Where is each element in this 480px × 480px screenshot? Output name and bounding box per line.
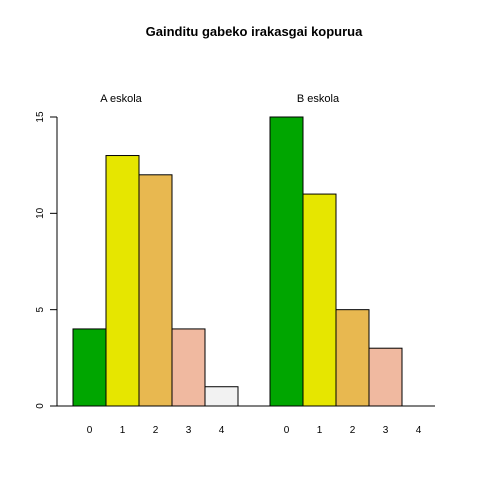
- x-tick-label: 4: [416, 425, 422, 436]
- y-tick-label: 5: [35, 306, 46, 312]
- x-tick-label: 2: [350, 425, 356, 436]
- bar: [368, 347, 403, 407]
- bar: [204, 386, 239, 407]
- bar: [138, 174, 173, 407]
- y-tick-label: 15: [35, 111, 46, 123]
- chart-title: Gainditu gabeko irakasgai kopurua: [146, 24, 363, 39]
- y-tick-label: 0: [35, 403, 46, 409]
- bar-group: 0 1 2 3 4 A eskola: [72, 93, 239, 436]
- bar-group: 0 1 2 3 4 B eskola: [269, 93, 435, 436]
- x-tick-label: 4: [219, 425, 225, 436]
- bar: [335, 309, 370, 407]
- plot-area: 0 1 2 3 4 A eskola 0 1 2 3 4 B eskola: [57, 93, 435, 436]
- x-tick-label: 1: [120, 425, 126, 436]
- bar: [269, 116, 304, 407]
- x-tick-label: 0: [87, 425, 93, 436]
- x-tick-label: 0: [284, 425, 290, 436]
- x-tick-label: 3: [383, 425, 389, 436]
- x-tick-label: 2: [153, 425, 159, 436]
- y-axis: 0 5 10 15: [35, 111, 58, 409]
- x-tick-label: 1: [317, 425, 323, 436]
- y-tick-label: 10: [35, 207, 46, 219]
- bar: [105, 155, 140, 407]
- group-label: B eskola: [297, 93, 340, 105]
- bar: [72, 328, 107, 407]
- bar: [171, 328, 206, 407]
- group-label: A eskola: [100, 93, 142, 105]
- bar: [302, 193, 337, 407]
- x-tick-label: 3: [186, 425, 192, 436]
